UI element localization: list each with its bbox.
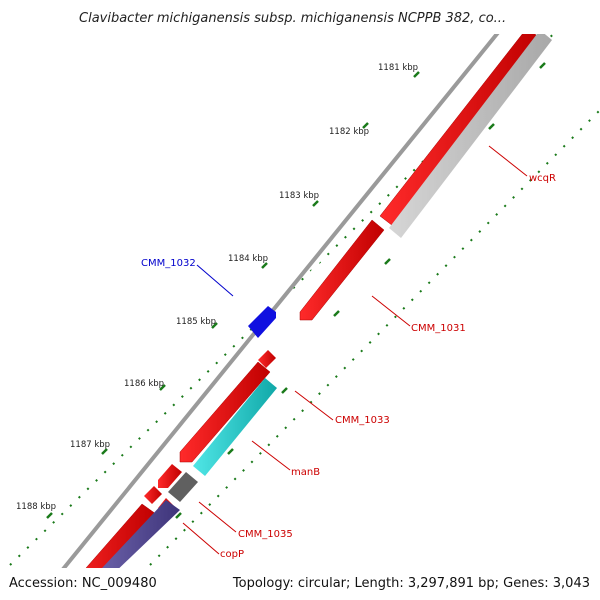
reverse-strand-genes [57,0,561,600]
tick-label-1188: 1188 kbp [16,502,56,512]
map-title: Clavibacter michiganensis subsp. michiga… [79,11,506,26]
tick-label-1186: 1186 kbp [124,379,164,389]
gene-feature-grey-top[interactable] [389,30,552,238]
accession-text: Accession: NC_009480 [9,576,157,591]
gene-feature-red-low2[interactable] [144,486,162,504]
gene-label-manB[interactable]: manB [291,467,320,478]
tick-label-1184: 1184 kbp [228,254,268,264]
gene-label-CMM_1035[interactable]: CMM_1035 [238,529,293,540]
gene-feature-wcqR[interactable] [379,27,541,227]
genome-backbone-inner [44,7,526,600]
tick-label-1187: 1187 kbp [70,440,110,450]
gene-labels: wcqR CMM_1031 CMM_1032 CMM_1033 manB CMM… [141,173,556,560]
tick-label-1181: 1181 kbp [378,63,418,73]
topology-summary: Topology: circular; Length: 3,297,891 bp… [232,576,590,591]
tick-label-1183: 1183 kbp [279,191,319,201]
gene-feature-CMM_1032[interactable] [248,306,276,338]
footer-background [0,568,600,600]
gene-feature-CMM_1035[interactable] [168,472,198,502]
gene-feature-red-low1[interactable] [158,464,182,488]
outer-major-ticks [46,71,420,519]
gene-feature-red-mid[interactable] [179,361,271,463]
callout-lines [182,145,528,555]
genome-backbone-outer [36,6,520,600]
gene-label-CMM_1033[interactable]: CMM_1033 [335,415,390,426]
tick-label-1182: 1182 kbp [329,127,369,137]
gene-label-copP[interactable]: copP [220,549,244,560]
gene-feature-CMM_1031[interactable] [299,219,385,321]
title-background [0,0,600,34]
inner-track-genes [72,30,552,600]
gene-feature-manB[interactable] [193,378,277,476]
gene-label-CMM_1031[interactable]: CMM_1031 [411,323,466,334]
tick-label-1185: 1185 kbp [176,317,216,327]
tick-labels: 1181 kbp 1182 kbp 1183 kbp 1184 kbp 1185… [16,63,418,512]
gene-label-wcqR[interactable]: wcqR [529,173,556,184]
gene-feature-CMM_1033[interactable] [258,350,276,368]
outer-scale-ring [9,7,581,566]
gene-label-CMM_1032[interactable]: CMM_1032 [141,258,196,269]
